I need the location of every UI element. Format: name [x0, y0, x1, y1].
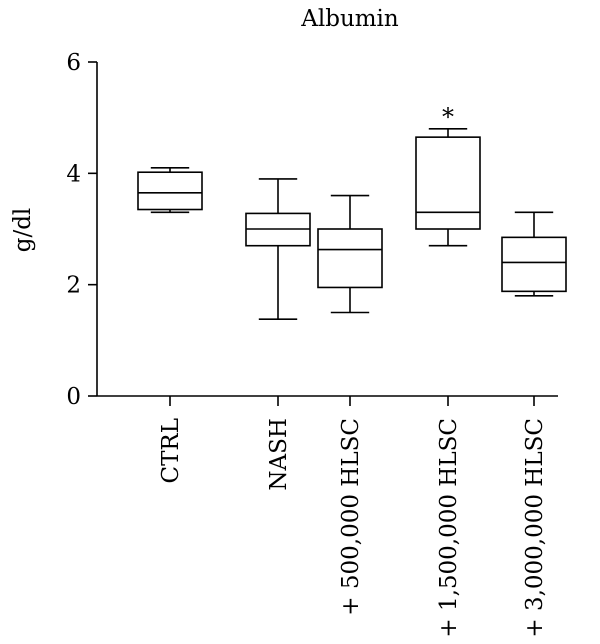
x-tick-label: NASH — [266, 418, 292, 491]
x-ticks: CTRL NASH + 500,000 HLSC + 1,500,000 HLSC + … — [158, 396, 548, 638]
boxes: * — [137, 103, 567, 320]
chart-title: Albumin — [300, 6, 399, 32]
box-group — [245, 178, 311, 320]
x-tick-label: CTRL — [158, 418, 184, 484]
box-iqr — [415, 136, 481, 230]
box-iqr — [501, 236, 567, 293]
box-iqr — [137, 171, 203, 211]
x-tick-label: + 3,000,000 HLSC — [522, 418, 548, 638]
y-tick-label: 2 — [66, 273, 81, 299]
box-group — [501, 211, 567, 297]
x-tick-label: + 1,500,000 HLSC — [436, 418, 462, 638]
y-axis-label: g/dl — [10, 208, 36, 253]
y-tick-label: 0 — [66, 384, 81, 410]
box-iqr — [317, 228, 383, 289]
y-tick-label: 4 — [66, 161, 81, 187]
y-ticks: 0 2 4 6 — [66, 50, 97, 410]
box-group — [137, 166, 203, 214]
significance-marker: * — [442, 103, 454, 131]
box-group — [317, 194, 383, 314]
y-tick-label: 6 — [66, 50, 81, 76]
x-tick-label: + 500,000 HLSC — [338, 418, 364, 616]
box-group: * — [415, 103, 481, 247]
